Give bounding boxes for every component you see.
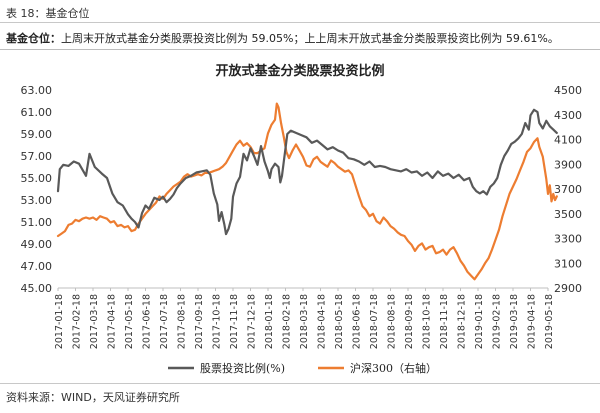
fund-position-chart: 开放式基金分类股票投资比例 63.00 61.00 59.00 57.00 55.00 5… <box>21 63 583 375</box>
x-tick-label: 2017-04-18 <box>107 294 118 349</box>
x-tick-label: 2019-05-18 <box>544 294 555 349</box>
summary-lead: 基金仓位： <box>6 32 61 45</box>
summary-line: 基金仓位：上周末开放式基金分类股票投资比例为 59.05%；上上周末开放式基金分… <box>6 30 559 46</box>
x-tick-label: 2018-03-18 <box>299 294 310 349</box>
x-tick-label: 2018-10-18 <box>422 294 433 349</box>
x-tick-label: 2018-01-18 <box>264 294 275 349</box>
x-tick-label: 2017-03-18 <box>89 294 100 349</box>
x-tick-label: 2017-12-18 <box>247 294 258 349</box>
x-tick-label: 2017-02-18 <box>72 294 83 349</box>
x-tick-label: 2018-12-18 <box>457 294 468 349</box>
legend: 股票投资比例(%) 沪深300（右轴） <box>168 361 437 375</box>
right-tick-label: 2900 <box>554 282 582 295</box>
right-tick-label: 3500 <box>554 208 582 221</box>
stock-ratio-series-line <box>56 108 558 236</box>
x-axis: 2017-01-18 2017-02-18 2017-03-18 2017-04-18… <box>54 288 555 349</box>
x-tick-label: 2017-01-18 <box>54 294 65 349</box>
legend-label: 沪深300（右轴） <box>350 361 437 375</box>
x-tick-label: 2017-07-18 <box>159 294 170 349</box>
bottom-divider <box>0 383 600 384</box>
series-layer <box>56 102 558 281</box>
summary-divider <box>0 49 600 50</box>
left-tick-label: 55.00 <box>21 172 53 185</box>
x-tick-label: 2019-02-18 <box>492 294 503 349</box>
x-tick-label: 2017-06-18 <box>142 294 153 349</box>
right-axis: 4500 4300 4100 3900 3700 3500 3300 3100 2900 <box>554 84 582 295</box>
x-tick-label: 2018-11-18 <box>439 294 450 349</box>
x-tick-label: 2017-10-18 <box>212 294 223 349</box>
x-tick-label: 2019-04-18 <box>527 294 538 349</box>
chart-title: 开放式基金分类股票投资比例 <box>215 63 384 79</box>
x-tick-label: 2017-05-18 <box>124 294 135 349</box>
right-tick-label: 4500 <box>554 84 582 97</box>
source-note: 资料来源：WIND，天风证券研究所 <box>6 391 180 404</box>
x-tick-label: 2019-01-18 <box>474 294 485 349</box>
left-tick-label: 51.00 <box>21 216 53 229</box>
x-tick-label: 2018-08-18 <box>387 294 398 349</box>
left-tick-label: 49.00 <box>21 238 53 251</box>
left-tick-label: 61.00 <box>21 106 53 119</box>
x-tick-label: 2018-09-18 <box>404 294 415 349</box>
hs300-series-line <box>56 102 558 281</box>
x-tick-label: 2017-09-18 <box>194 294 205 349</box>
x-tick-label: 2017-11-18 <box>229 294 240 349</box>
left-tick-label: 59.00 <box>21 128 53 141</box>
x-tick-label: 2019-03-18 <box>509 294 520 349</box>
top-divider <box>0 22 600 23</box>
right-tick-label: 3700 <box>554 183 582 196</box>
right-tick-label: 4100 <box>554 134 582 147</box>
left-tick-label: 57.00 <box>21 150 53 163</box>
x-tick-label: 2018-07-18 <box>369 294 380 349</box>
left-tick-label: 45.00 <box>21 282 53 295</box>
right-tick-label: 3300 <box>554 233 582 246</box>
legend-label: 股票投资比例(%) <box>200 361 285 375</box>
x-tick-label: 2017-08-18 <box>177 294 188 349</box>
right-tick-label: 3900 <box>554 158 582 171</box>
left-tick-label: 63.00 <box>21 84 53 97</box>
left-tick-label: 53.00 <box>21 194 53 207</box>
summary-text: 上周末开放式基金分类股票投资比例为 59.05%；上上周末开放式基金分类股票投资… <box>61 32 559 45</box>
table-label: 表 18：基金仓位 <box>6 7 90 20</box>
right-tick-label: 4300 <box>554 109 582 122</box>
x-tick-label: 2018-04-18 <box>317 294 328 349</box>
right-tick-label: 3100 <box>554 257 582 270</box>
x-tick-label: 2018-06-18 <box>352 294 363 349</box>
x-tick-label: 2018-05-18 <box>334 294 345 349</box>
x-tick-label: 2018-02-18 <box>282 294 293 349</box>
left-tick-label: 47.00 <box>21 260 53 273</box>
left-axis: 63.00 61.00 59.00 57.00 55.00 53.00 51.00 49.00… <box>21 84 53 295</box>
